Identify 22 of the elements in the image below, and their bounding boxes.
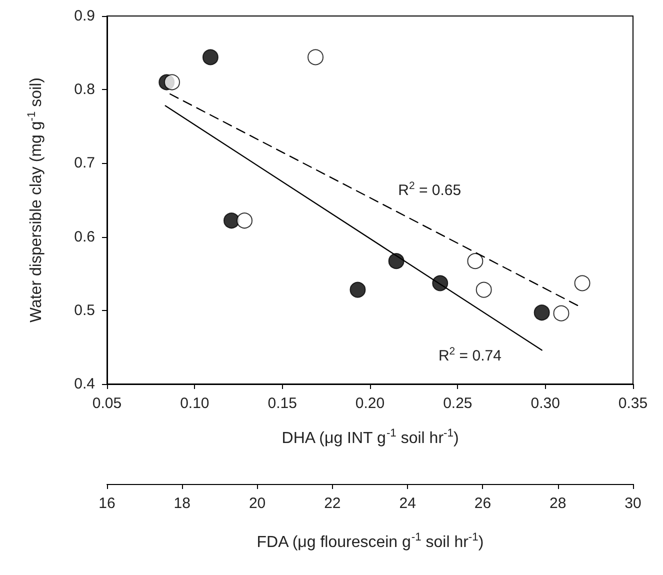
y-tick-label: 0.5 xyxy=(74,302,95,319)
x2-tick-label: 18 xyxy=(174,495,190,512)
x-tick-label: 0.35 xyxy=(618,395,648,412)
y-axis-title: Water dispersible clay (mg g-1 soil) xyxy=(26,78,46,322)
x-tick-label: 0.10 xyxy=(180,395,210,412)
y-tick-label: 0.4 xyxy=(74,376,95,392)
x2-tick-label: 22 xyxy=(324,495,341,512)
x2-tick-label: 16 xyxy=(98,495,116,512)
x2-tick-label: 20 xyxy=(248,495,266,512)
y-tick-label: 0.8 xyxy=(74,81,95,98)
x2-tick-label: 24 xyxy=(399,495,416,512)
x-tick-label: 0.30 xyxy=(530,395,560,412)
x-tick-label: 0.20 xyxy=(355,395,385,412)
x-tick-label: 0.05 xyxy=(92,395,122,412)
x2-tick-label: 30 xyxy=(624,495,642,512)
y-tick-label: 0.6 xyxy=(74,228,95,246)
y-tick-label: 0.7 xyxy=(74,154,95,172)
x-tick-label: 0.15 xyxy=(268,395,297,412)
x-tick-label: 0.25 xyxy=(443,395,472,412)
x2-tick-label: 26 xyxy=(474,495,492,512)
x2-tick-label: 28 xyxy=(550,495,566,512)
y-tick-label: 0.9 xyxy=(74,8,95,24)
